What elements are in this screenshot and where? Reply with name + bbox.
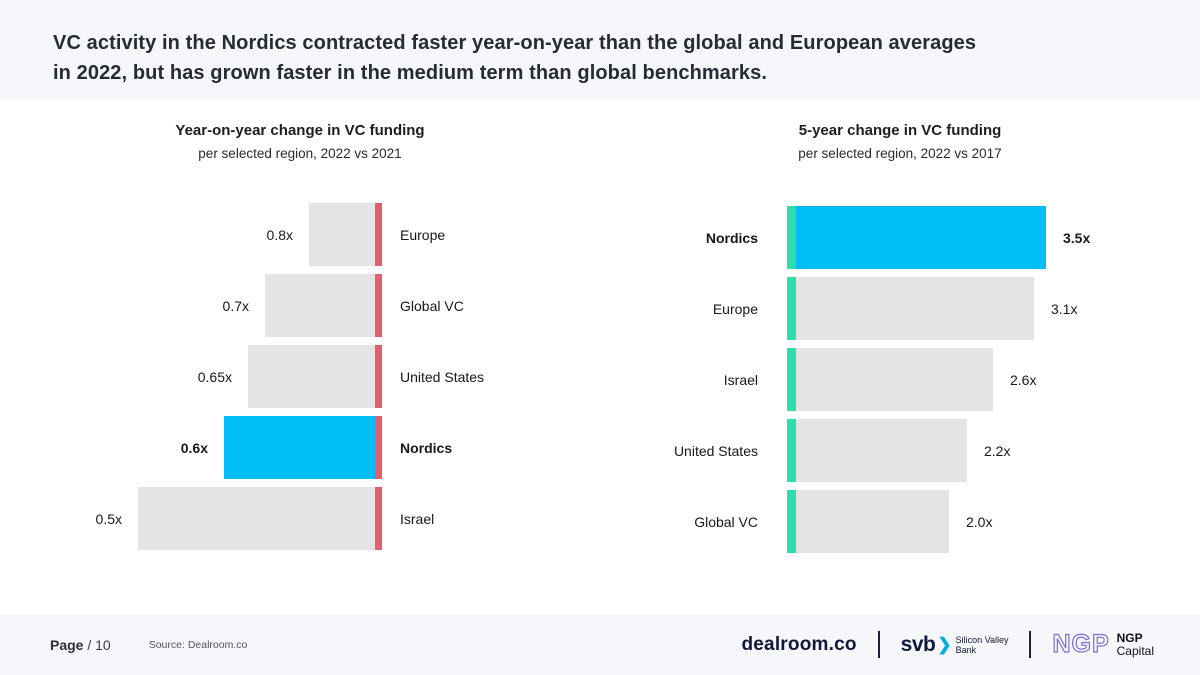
region-label: Nordics bbox=[705, 229, 758, 246]
ngp-capital-logo: NGP NGP Capital bbox=[1052, 629, 1154, 659]
svb-chevron-icon: ❯ bbox=[937, 634, 952, 654]
bar-global-vc bbox=[265, 274, 382, 337]
chart-5yr-subtitle: per selected region, 2022 vs 2017 bbox=[798, 146, 1002, 161]
bar-row-nordics-highlighted: Nordics 3.5x bbox=[600, 206, 1200, 269]
region-label: Europe bbox=[712, 300, 758, 317]
dealroom-logo: dealroom.co bbox=[741, 633, 857, 655]
chart-yoy-subtitle: per selected region, 2022 vs 2021 bbox=[198, 146, 402, 161]
bar-europe bbox=[309, 203, 382, 266]
chart-5yr-title: 5-year change in VC funding bbox=[798, 122, 1002, 139]
page-number: / 10 bbox=[87, 636, 111, 653]
ngp-outline-mark: NGP bbox=[1052, 629, 1110, 658]
ngp-label: NGP Capital bbox=[1116, 630, 1154, 658]
region-label: Israel bbox=[723, 371, 758, 388]
value-label: 0.5x bbox=[95, 510, 122, 527]
page-label: Page bbox=[50, 636, 84, 653]
svb-logo: svb ❯ Silicon Valley Bank bbox=[901, 633, 1009, 657]
chart-5yr-change: 5-year change in VC funding per selected… bbox=[600, 100, 1200, 614]
region-label: Israel bbox=[400, 510, 435, 527]
region-label: United States bbox=[400, 368, 485, 385]
bar-global-vc bbox=[787, 490, 949, 553]
chart-5yr-rows: Nordics 3.5x Europe 3.1x Israel 2.6x Uni… bbox=[600, 206, 1200, 561]
footer-band: Page / 10 Source: Dealroom.co dealroom.c… bbox=[0, 614, 1200, 675]
bar-israel bbox=[787, 348, 993, 411]
value-label: 0.6x bbox=[180, 439, 208, 456]
svb-wordmark: svb bbox=[900, 632, 936, 656]
chart-5yr-title-block: 5-year change in VC funding per selected… bbox=[600, 122, 1200, 161]
bar-row-europe: 0.8x Europe bbox=[0, 203, 600, 266]
bar-nordics bbox=[787, 206, 1046, 269]
value-label: 3.5x bbox=[1063, 229, 1091, 246]
value-label: 2.2x bbox=[984, 442, 1011, 459]
chart-yoy-title: Year-on-year change in VC funding bbox=[175, 122, 425, 139]
chart-yoy-rows: 0.8x Europe 0.7x Global VC 0.65x United … bbox=[0, 203, 600, 558]
value-label: 2.6x bbox=[1010, 371, 1037, 388]
bar-row-global-vc: 0.7x Global VC bbox=[0, 274, 600, 337]
logo-divider bbox=[1029, 631, 1032, 658]
logo-divider bbox=[877, 631, 880, 658]
bar-europe bbox=[787, 277, 1034, 340]
bar-israel bbox=[138, 487, 382, 550]
chart-yoy-title-block: Year-on-year change in VC funding per se… bbox=[0, 122, 600, 161]
region-label: Global VC bbox=[694, 513, 758, 530]
value-label: 3.1x bbox=[1051, 300, 1078, 317]
header-band: VC activity in the Nordics contracted fa… bbox=[0, 0, 1200, 100]
bar-row-israel: Israel 2.6x bbox=[600, 348, 1200, 411]
region-label: United States bbox=[673, 442, 758, 459]
region-label: Nordics bbox=[400, 439, 453, 456]
value-label: 2.0x bbox=[966, 513, 993, 530]
value-label: 0.7x bbox=[222, 297, 249, 314]
region-label: Global VC bbox=[400, 297, 464, 314]
svb-label: Silicon Valley Bank bbox=[955, 634, 1009, 655]
page-indicator: Page / 10 bbox=[50, 637, 111, 653]
value-label: 0.8x bbox=[266, 226, 293, 243]
footer-logos: dealroom.co svb ❯ Silicon Valley Bank NG… bbox=[741, 629, 1154, 659]
bar-row-nordics-highlighted: 0.6x Nordics bbox=[0, 416, 600, 479]
chart-yoy-change: Year-on-year change in VC funding per se… bbox=[0, 100, 600, 614]
headline: VC activity in the Nordics contracted fa… bbox=[53, 32, 977, 84]
source-note: Source: Dealroom.co bbox=[148, 638, 248, 651]
bar-row-europe: Europe 3.1x bbox=[600, 277, 1200, 340]
bar-row-united-states: 0.65x United States bbox=[0, 345, 600, 408]
bar-row-israel: 0.5x Israel bbox=[0, 487, 600, 550]
region-label: Europe bbox=[400, 226, 446, 243]
bar-row-global-vc: Global VC 2.0x bbox=[600, 490, 1200, 553]
value-label: 0.65x bbox=[197, 368, 232, 385]
bar-row-united-states: United States 2.2x bbox=[600, 419, 1200, 482]
bar-united-states bbox=[248, 345, 382, 408]
bar-united-states bbox=[787, 419, 967, 482]
bar-nordics bbox=[224, 416, 382, 479]
